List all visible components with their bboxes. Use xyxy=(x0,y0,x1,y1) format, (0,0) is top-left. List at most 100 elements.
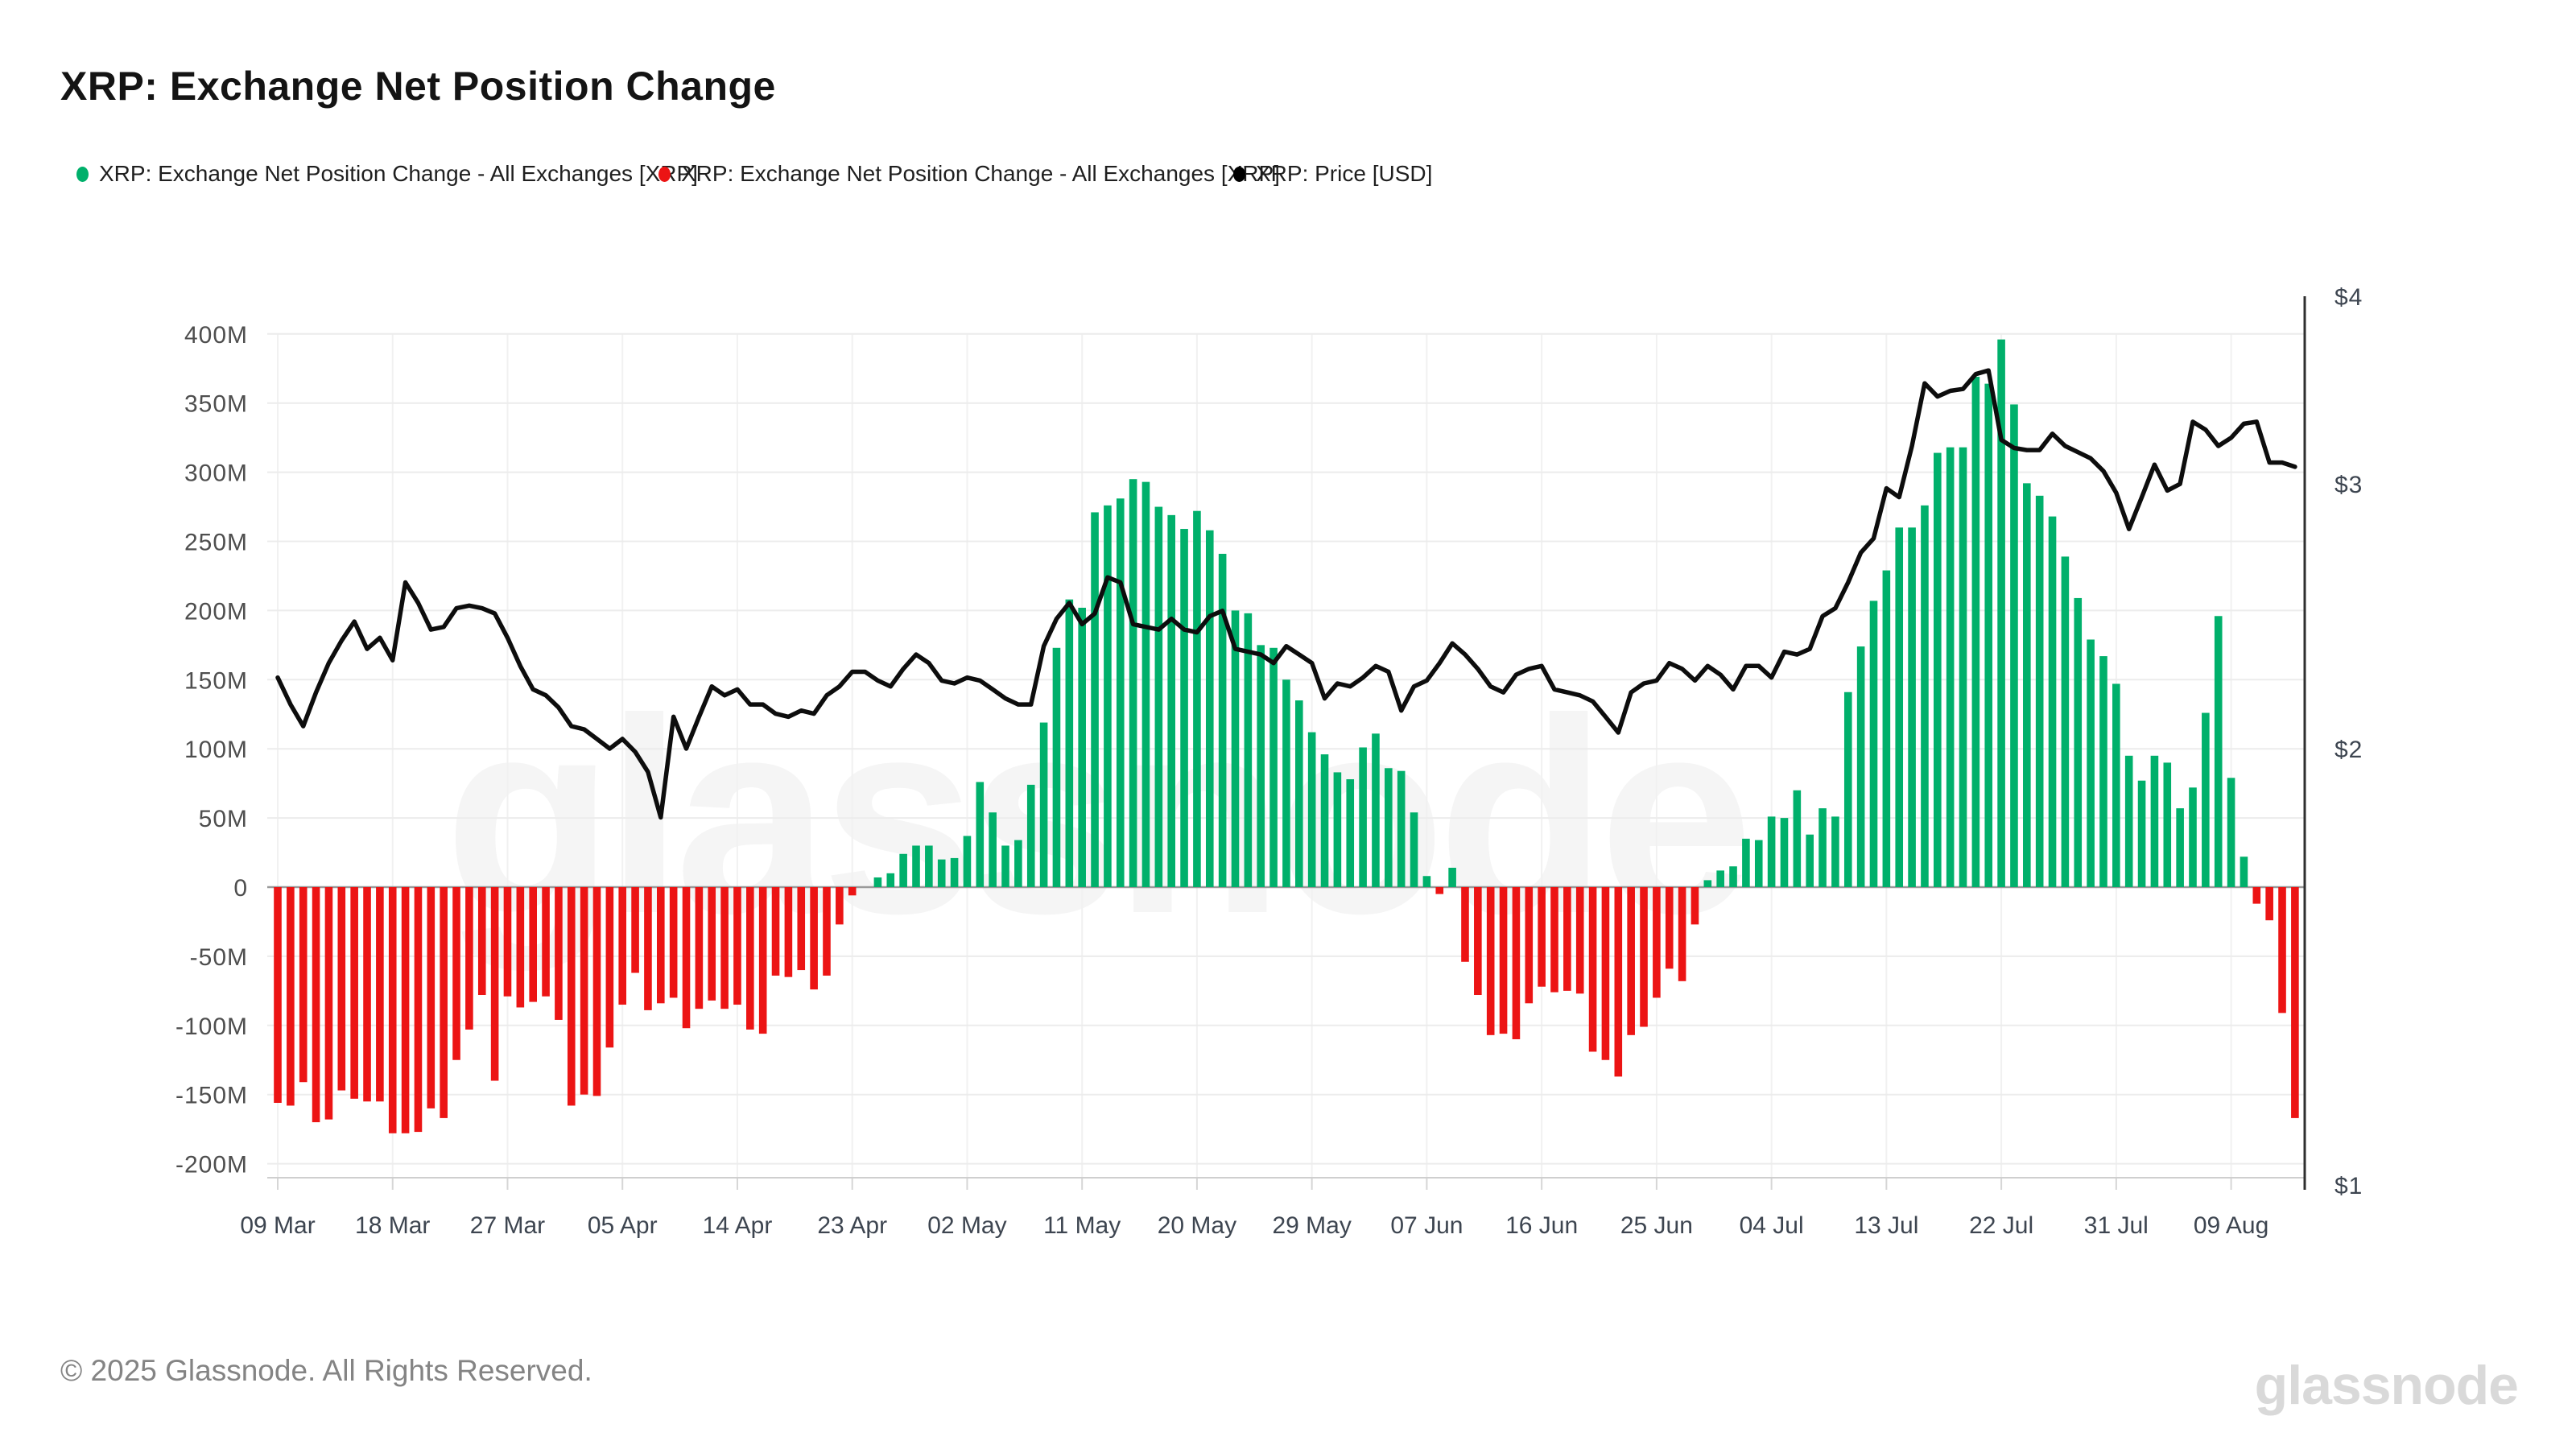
x-axis-tick-label: 27 Mar xyxy=(470,1212,545,1239)
bar-negative xyxy=(605,887,614,1048)
bar-negative xyxy=(797,887,806,971)
legend-item-net-position-negative[interactable]: XRP: Exchange Net Position Change - All … xyxy=(658,159,1280,188)
bar-positive xyxy=(1154,506,1163,887)
bar-negative xyxy=(516,887,525,1008)
bar-positive xyxy=(1180,529,1188,887)
bar-positive xyxy=(2124,755,2133,887)
bar-negative xyxy=(477,887,486,996)
glassnode-logo: glassnode xyxy=(2254,1355,2519,1416)
bar-negative xyxy=(1499,887,1508,1034)
bar-positive xyxy=(2214,616,2223,887)
bar-positive xyxy=(1831,816,1839,887)
legend-item-net-position-positive[interactable]: XRP: Exchange Net Position Change - All … xyxy=(76,159,698,188)
bar-positive xyxy=(1397,770,1406,887)
bar-positive xyxy=(925,845,933,887)
bar-negative xyxy=(2291,887,2299,1118)
bar-positive xyxy=(1908,527,1916,887)
y-axis-tick-label: 250M xyxy=(184,530,248,556)
bar-negative xyxy=(1486,887,1495,1035)
bar-negative xyxy=(401,887,410,1133)
bar-positive xyxy=(1359,747,1367,887)
red-dot-icon xyxy=(658,166,671,182)
bar-negative xyxy=(720,887,729,1009)
x-axis-tick-label: 29 May xyxy=(1272,1212,1351,1239)
bar-positive xyxy=(2176,808,2184,887)
bar-negative xyxy=(1665,887,1674,969)
bar-positive xyxy=(1282,679,1290,887)
bar-positive xyxy=(1001,845,1009,887)
bar-positive xyxy=(1295,700,1303,887)
bar-negative xyxy=(618,887,627,1005)
y-axis-tick-label: -50M xyxy=(190,944,248,971)
bar-negative xyxy=(848,887,857,896)
bar-negative xyxy=(2252,887,2261,904)
copyright-text: © 2025 Glassnode. All Rights Reserved. xyxy=(60,1354,592,1387)
right-axis-tick-label: $1 xyxy=(2334,1173,2363,1199)
bar-positive xyxy=(1729,866,1737,887)
x-axis-tick-label: 23 Apr xyxy=(817,1212,887,1239)
bar-positive xyxy=(1934,452,1942,887)
bar-positive xyxy=(2048,516,2057,887)
y-axis-tick-label: 100M xyxy=(184,737,248,763)
bar-positive xyxy=(1703,880,1712,887)
legend-label: XRP: Exchange Net Position Change - All … xyxy=(99,161,698,186)
bar-negative xyxy=(452,887,460,1060)
bar-positive xyxy=(873,877,882,887)
y-axis-tick-label: -150M xyxy=(175,1083,248,1109)
x-axis-tick-label: 04 Jul xyxy=(1740,1212,1804,1239)
x-axis-tick-label: 09 Mar xyxy=(240,1212,315,1239)
bar-negative xyxy=(758,887,767,1034)
bar-negative xyxy=(274,887,282,1104)
bar-positive xyxy=(2112,683,2120,887)
bar-negative xyxy=(631,887,639,973)
bar-positive xyxy=(1372,733,1380,887)
bar-positive xyxy=(1257,645,1265,887)
x-axis-tick-label: 02 May xyxy=(927,1212,1006,1239)
bar-positive xyxy=(1167,514,1175,887)
bar-negative xyxy=(1435,887,1444,894)
bar-positive xyxy=(2189,787,2197,887)
bar-negative xyxy=(836,887,844,925)
bar-positive xyxy=(2240,857,2248,887)
bar-positive xyxy=(1882,570,1891,887)
bar-positive xyxy=(976,782,985,887)
bar-positive xyxy=(1946,447,1955,887)
bar-negative xyxy=(287,887,295,1106)
bar-positive xyxy=(1052,647,1061,887)
bar-negative xyxy=(414,887,423,1133)
bar-positive xyxy=(1767,816,1776,887)
bar-negative xyxy=(708,887,716,1001)
bar-negative xyxy=(555,887,563,1020)
bar-negative xyxy=(810,887,818,990)
bar-negative xyxy=(1614,887,1623,1077)
bar-negative xyxy=(503,887,512,997)
bar-negative xyxy=(771,887,780,976)
bar-negative xyxy=(1538,887,1546,987)
bar-positive xyxy=(2023,483,2031,887)
legend-label: XRP: Price [USD] xyxy=(1256,161,1433,186)
bar-negative xyxy=(1690,887,1699,925)
bar-positive xyxy=(1997,339,2005,887)
green-dot-icon xyxy=(76,166,89,182)
bar-negative xyxy=(1512,887,1521,1039)
bar-negative xyxy=(1563,887,1571,991)
bar-negative xyxy=(657,887,665,1004)
bar-negative xyxy=(1474,887,1482,996)
bar-negative xyxy=(1653,887,1661,998)
y-axis-tick-label: 50M xyxy=(199,806,248,832)
legend-item-price[interactable]: XRP: Price [USD] xyxy=(1233,159,1432,188)
bar-positive xyxy=(1410,812,1418,887)
bar-positive xyxy=(2163,762,2172,887)
bar-positive xyxy=(2010,404,2018,888)
right-axis-tick-label: $2 xyxy=(2334,737,2363,763)
bar-negative xyxy=(324,887,333,1120)
bar-positive xyxy=(950,857,959,887)
bar-positive xyxy=(1742,838,1750,887)
price-line xyxy=(275,368,2297,820)
bar-positive xyxy=(989,812,997,887)
right-axis-tick-label: $3 xyxy=(2334,472,2363,498)
bar-positive xyxy=(1014,840,1022,887)
bar-positive xyxy=(1269,647,1278,887)
bar-positive xyxy=(1984,383,1993,887)
